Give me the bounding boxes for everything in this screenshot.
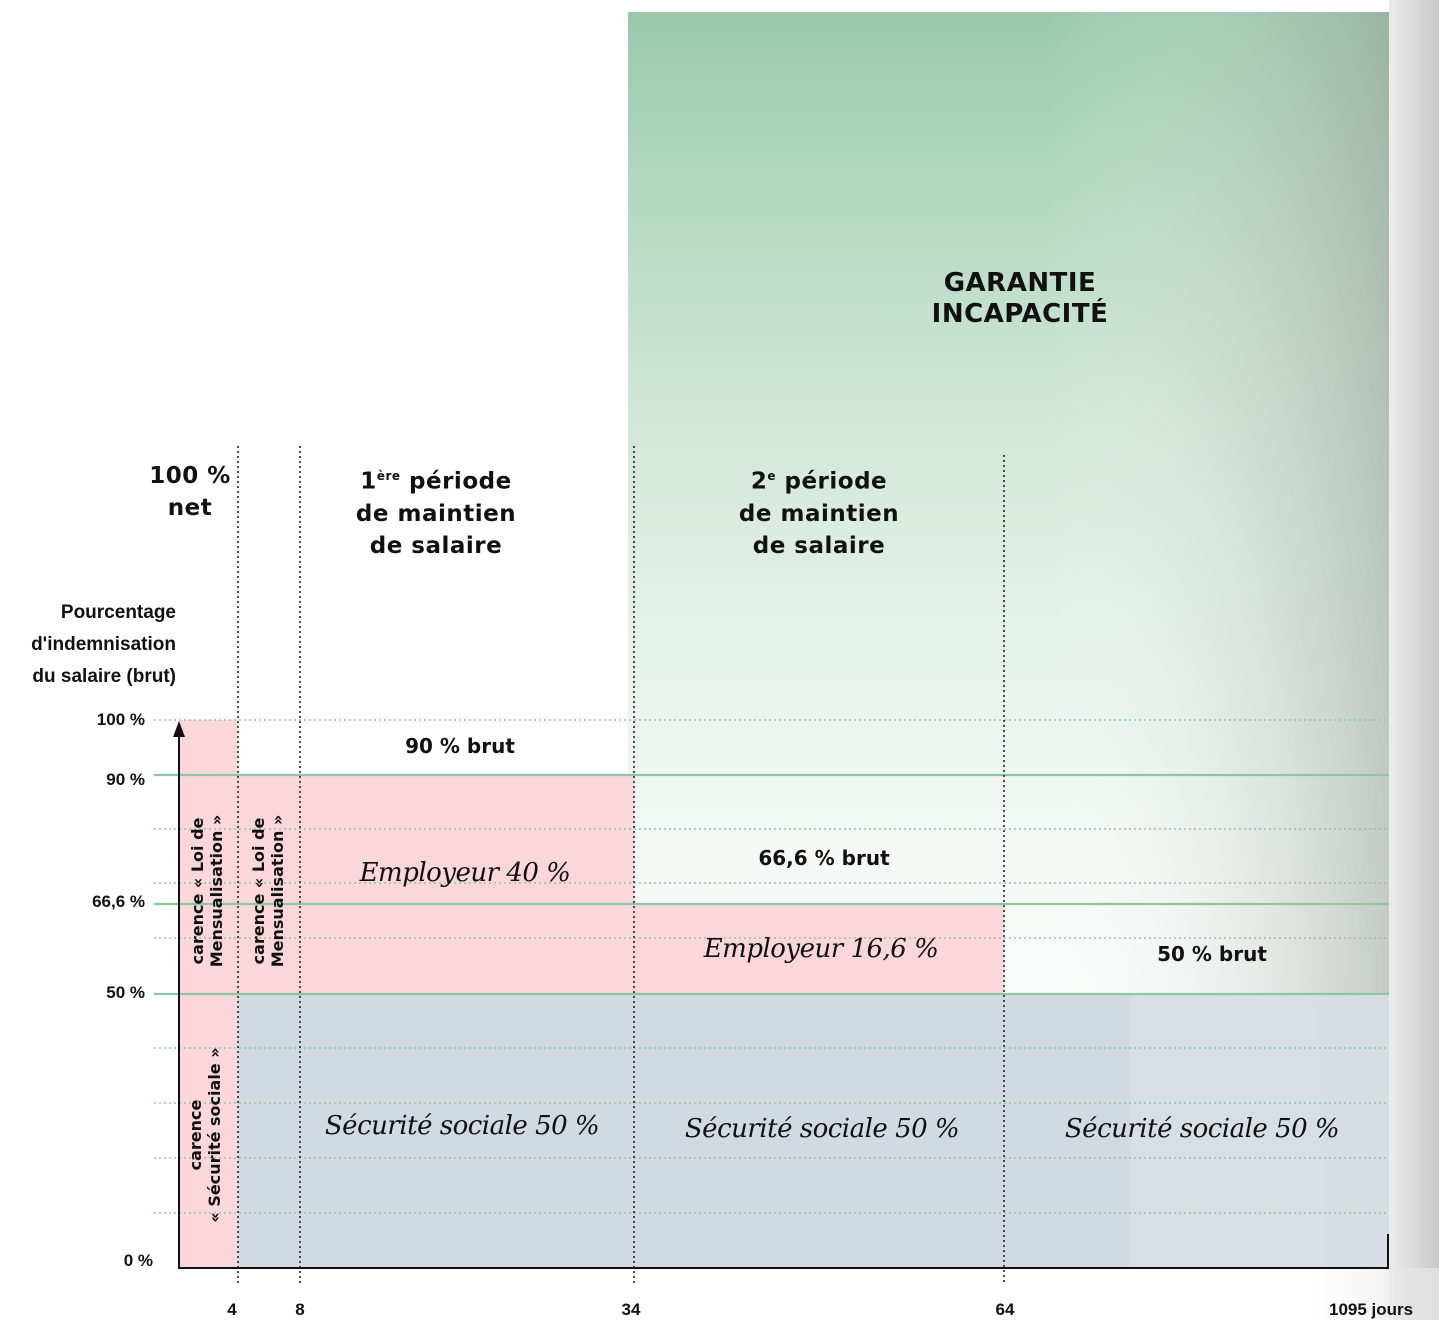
floor-fade	[700, 1268, 1439, 1320]
header-period-2: 2e période de maintien de salaire	[699, 460, 939, 562]
secu-fade	[1130, 994, 1389, 1268]
header-p1-line3: de salaire	[369, 532, 503, 559]
level-90-brut: 90 % brut	[405, 734, 515, 758]
y-tick-50: 50 %	[106, 983, 145, 1002]
segment-employeur-16-6: Employeur 16,6 %	[703, 934, 939, 964]
x-tick-34: 34	[621, 1300, 641, 1319]
x-tick-64: 64	[995, 1300, 1015, 1319]
grid	[154, 446, 1389, 1284]
segment-secu-3: Sécurité sociale 50 %	[1064, 1114, 1340, 1144]
header-p1-line2: de maintien	[355, 500, 517, 527]
carence-mensualisation-1: carence « Loi de Mensualisation »	[188, 814, 226, 968]
segment-bar-2	[634, 904, 1004, 994]
segment-secu-1: Sécurité sociale 50 %	[324, 1111, 600, 1141]
y-tick-0: 0 %	[123, 1251, 153, 1270]
header-p2-line2: de maintien	[738, 500, 900, 527]
y-axis-title: Pourcentage d'indemnisation du salaire (…	[31, 602, 176, 687]
y-tick-100: 100 %	[96, 710, 145, 729]
level-50-brut: 50 % brut	[1157, 942, 1267, 966]
y-tick-66-6: 66,6 %	[92, 892, 145, 911]
header-p2-line3: de salaire	[752, 532, 886, 559]
segment-employeur-40: Employeur 40 %	[359, 858, 571, 888]
segment-bar-5	[1004, 994, 1389, 1268]
segment-bar-1	[238, 775, 634, 994]
header-100-line1: 100 %	[149, 463, 231, 489]
y-axis-arrow	[173, 721, 185, 737]
garantie-line1: GARANTIE	[943, 268, 1097, 298]
segment-bar-4	[634, 994, 1004, 1268]
level-66-6-brut: 66,6 % brut	[758, 846, 890, 870]
x-tick-1095: 1095 jours	[1329, 1300, 1414, 1319]
header-period-1: 1ère période de maintien de salaire	[316, 460, 556, 562]
header-p1-line1: 1ère période	[360, 468, 512, 495]
header-p2-line1: 2e période	[750, 468, 888, 495]
segment-secu-2: Sécurité sociale 50 %	[684, 1114, 960, 1144]
garantie-title: GARANTIE INCAPACITÉ	[880, 268, 1160, 330]
header-100-net: 100 % net	[120, 460, 260, 524]
y-tick-90: 90 %	[106, 770, 145, 789]
edge-strip	[1389, 0, 1439, 1320]
x-tick-8: 8	[295, 1300, 305, 1319]
header-100-line2: net	[167, 495, 213, 521]
x-tick-4: 4	[227, 1300, 237, 1319]
carence-securite-sociale: carence « Sécurité sociale »	[186, 1047, 224, 1223]
garantie-line2: INCAPACITÉ	[931, 299, 1109, 329]
carence-mensualisation-2: carence « Loi de Mensualisation »	[249, 814, 287, 968]
segment-bar-3	[238, 994, 634, 1268]
axes	[173, 721, 1389, 1269]
